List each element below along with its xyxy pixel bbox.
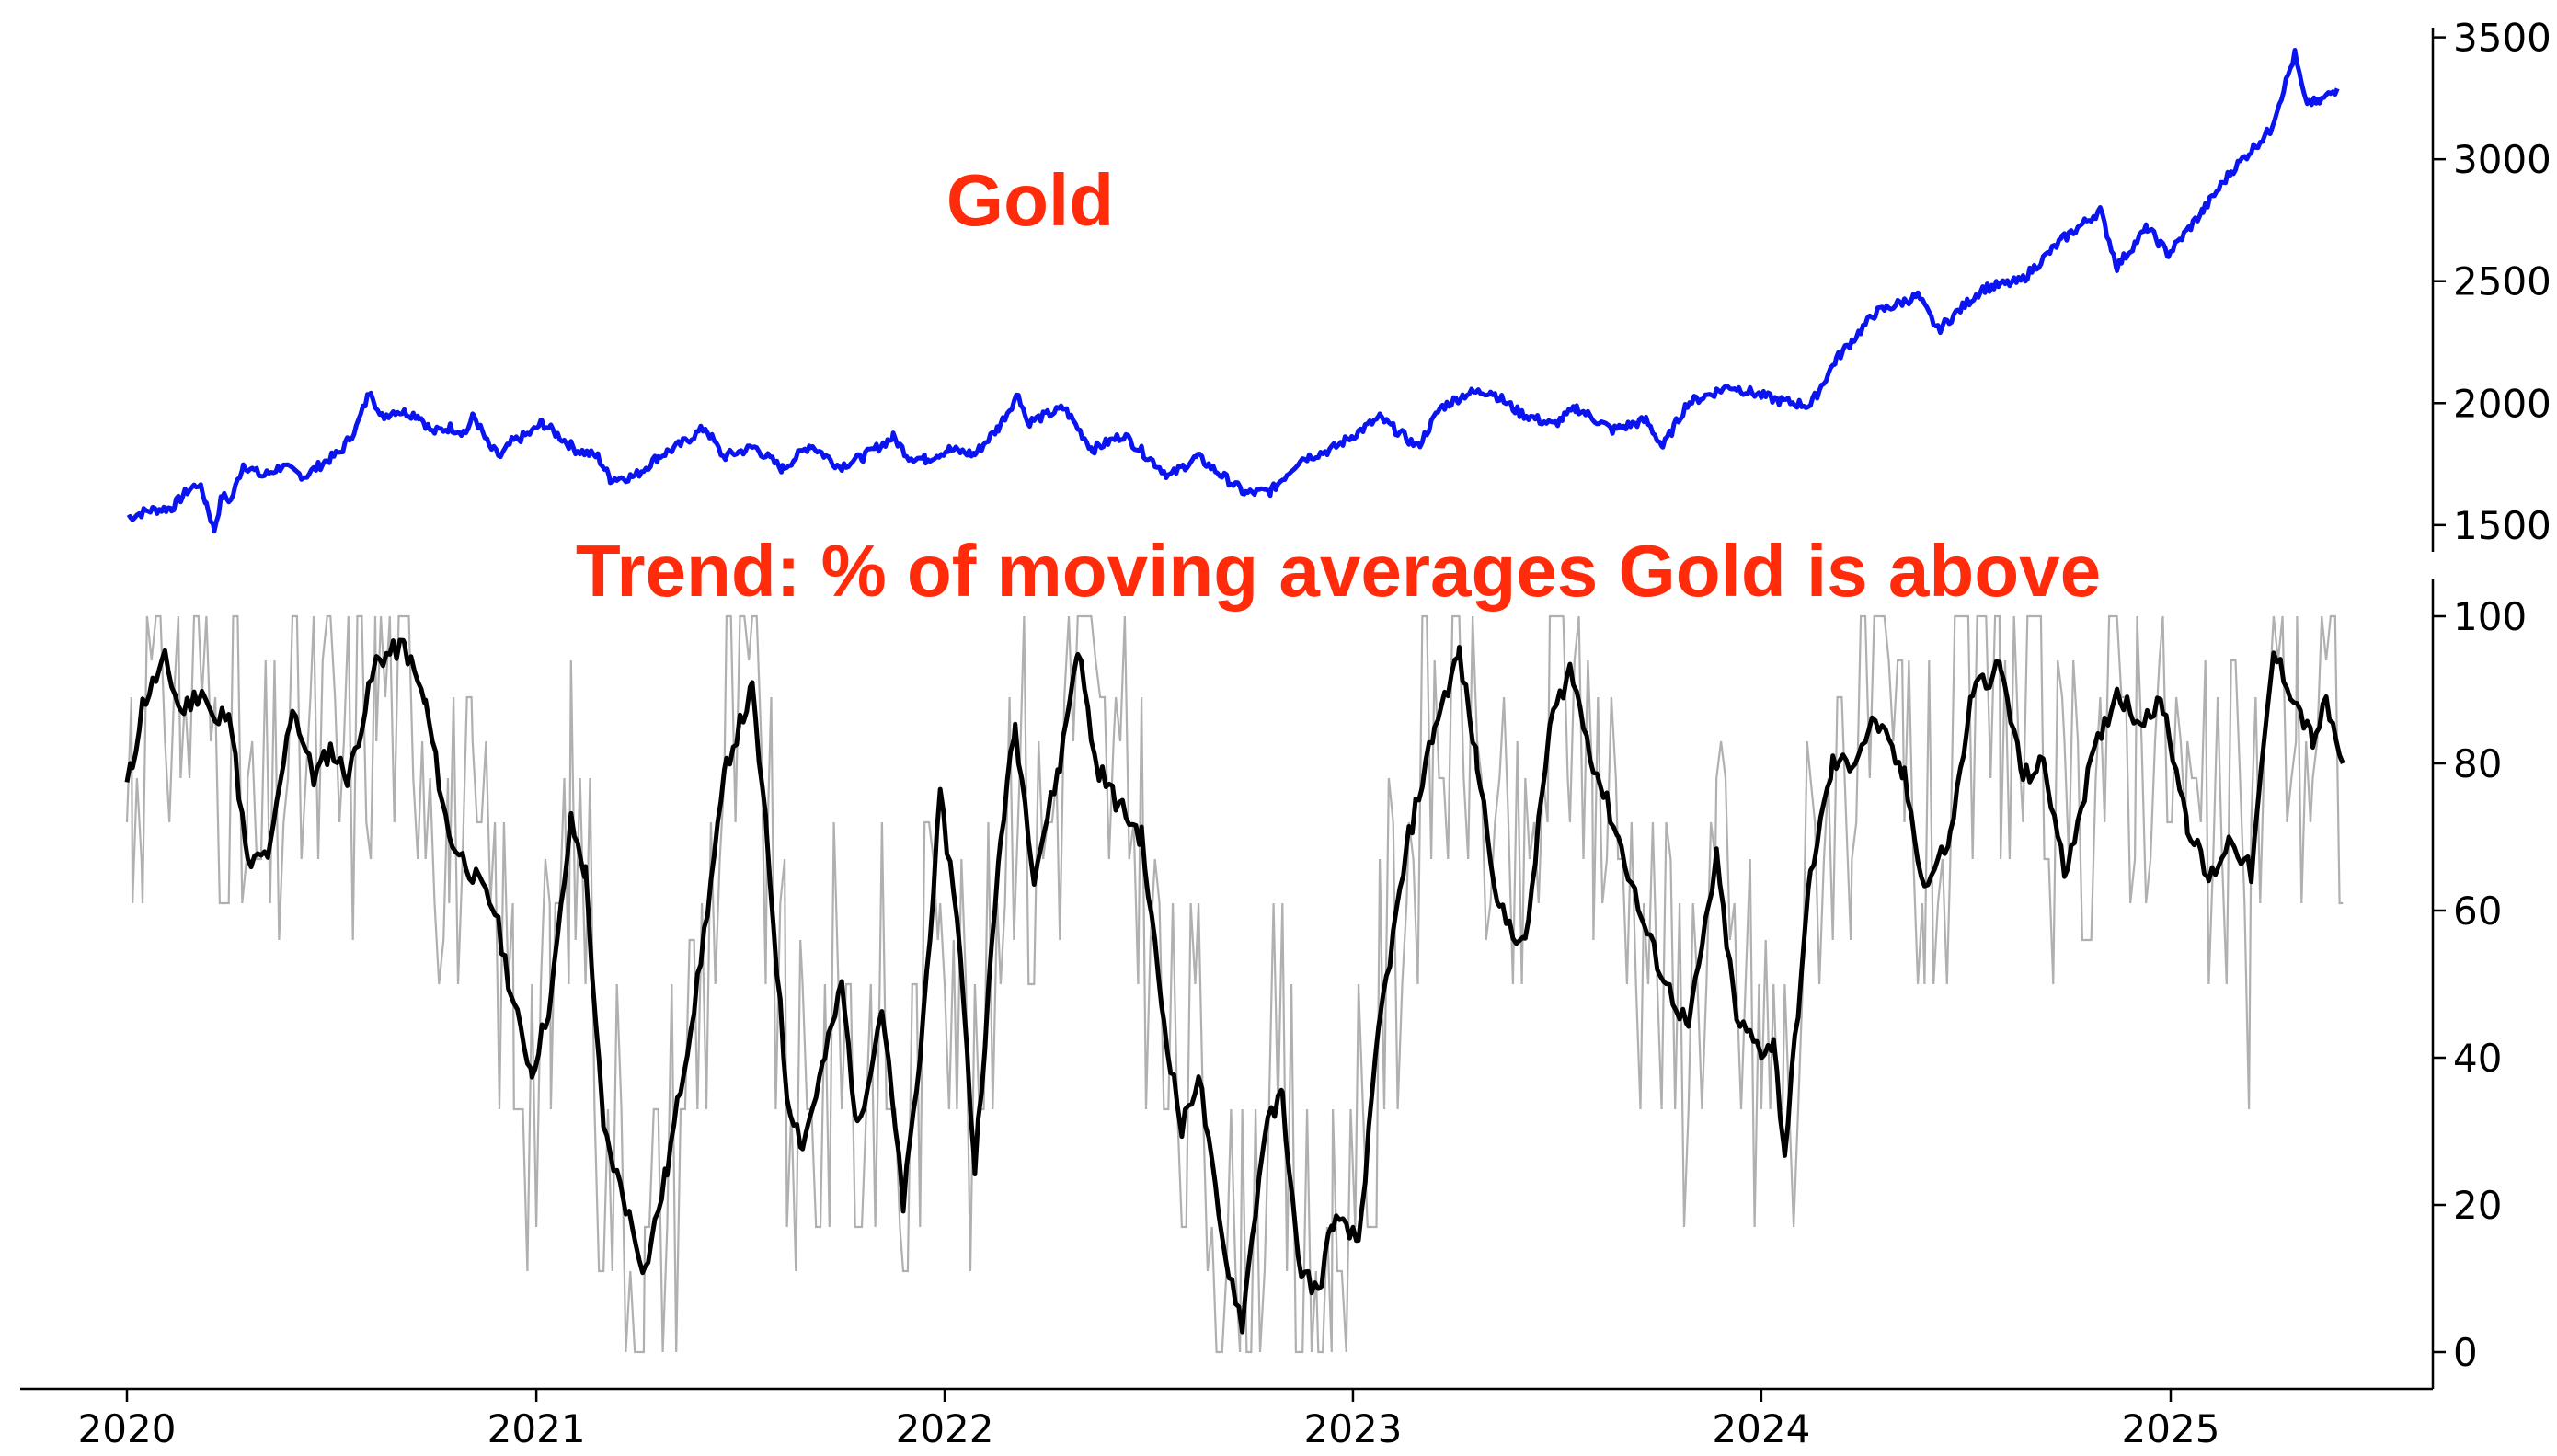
trend-y-tick-label: 60 [2453, 889, 2502, 934]
gold-price-series [126, 48, 2340, 534]
trend-y-tick-label: 20 [2453, 1183, 2502, 1228]
trend-chart-title: Trend: % of moving averages Gold is abov… [576, 530, 2101, 612]
x-tick-label: 2021 [487, 1406, 586, 1451]
trend-y-tick-label: 80 [2453, 741, 2502, 786]
gold-y-tick-label: 1500 [2453, 503, 2551, 548]
trend-panel: Trend: % of moving averages Gold is abov… [20, 530, 2527, 1451]
gold-y-tick-label: 2000 [2453, 381, 2551, 426]
trend-smoothed-series [124, 637, 2345, 1335]
trend-y-axis: 0 20 40 60 80 100 [2431, 579, 2527, 1389]
gold-price-panel: Gold 1500 2000 2500 3000 3500 [126, 16, 2551, 552]
x-tick-label: 2023 [1304, 1406, 1403, 1451]
trend-y-tick-label: 40 [2453, 1036, 2502, 1081]
gold-y-tick-label: 2500 [2453, 259, 2551, 304]
trend-smoothed-line [124, 637, 2345, 1335]
shared-x-axis: 2020 2021 2022 2023 2024 2025 [20, 1387, 2433, 1451]
x-tick-label: 2025 [2122, 1406, 2220, 1451]
gold-y-tick-label: 3000 [2453, 137, 2551, 182]
gold-price-line [126, 48, 2340, 534]
gold-price-y-axis: 1500 2000 2500 3000 3500 [2431, 16, 2551, 552]
x-tick-label: 2020 [78, 1406, 177, 1451]
trend-y-tick-label: 0 [2453, 1330, 2478, 1375]
gold-y-tick-label: 3500 [2453, 16, 2551, 61]
x-tick-label: 2022 [896, 1406, 994, 1451]
gold-chart-title: Gold [946, 159, 1114, 241]
x-tick-label: 2024 [1712, 1406, 1810, 1451]
trend-y-tick-label: 100 [2453, 594, 2527, 639]
